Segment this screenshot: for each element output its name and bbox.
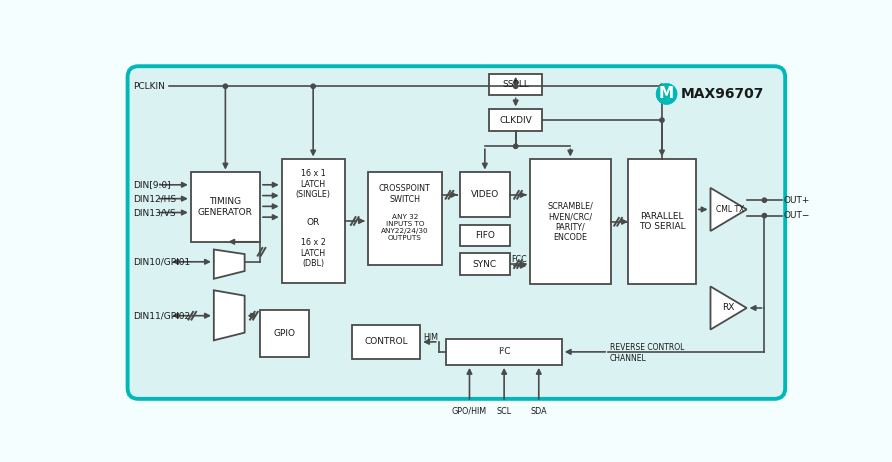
Text: OR: OR xyxy=(307,218,320,227)
Text: SDA: SDA xyxy=(531,407,547,415)
Text: OUT−: OUT− xyxy=(784,211,810,220)
Text: CROSSPOINT
SWITCH: CROSSPOINT SWITCH xyxy=(379,184,431,204)
FancyBboxPatch shape xyxy=(128,66,785,399)
Text: 16 x 2
LATCH
(DBL): 16 x 2 LATCH (DBL) xyxy=(301,238,326,268)
Text: MAX96707: MAX96707 xyxy=(681,87,764,101)
Text: PARALLEL
TO SERIAL: PARALLEL TO SERIAL xyxy=(639,212,685,231)
FancyBboxPatch shape xyxy=(460,172,509,217)
Polygon shape xyxy=(214,249,244,279)
Circle shape xyxy=(657,84,677,104)
Circle shape xyxy=(660,118,665,122)
Text: DIN13/VS: DIN13/VS xyxy=(133,208,176,217)
Circle shape xyxy=(763,213,766,218)
Text: FIFO: FIFO xyxy=(475,231,495,240)
Text: I²C: I²C xyxy=(498,347,510,356)
Text: M: M xyxy=(659,86,674,102)
FancyBboxPatch shape xyxy=(460,225,509,246)
FancyBboxPatch shape xyxy=(490,74,541,96)
Text: CML TX: CML TX xyxy=(716,205,745,214)
Text: SSPLL: SSPLL xyxy=(502,80,529,89)
Text: GPIO: GPIO xyxy=(274,329,295,338)
Circle shape xyxy=(311,84,315,88)
Text: DIN11/GPI02: DIN11/GPI02 xyxy=(133,311,190,320)
FancyBboxPatch shape xyxy=(460,253,509,275)
Text: 16 x 1
LATCH
(SINGLE): 16 x 1 LATCH (SINGLE) xyxy=(295,169,331,199)
FancyBboxPatch shape xyxy=(352,325,420,359)
Text: DIN[9:0]: DIN[9:0] xyxy=(133,180,170,189)
Text: HIM: HIM xyxy=(424,333,438,342)
Polygon shape xyxy=(711,188,747,231)
Text: TIMING
GENERATOR: TIMING GENERATOR xyxy=(198,197,252,217)
FancyBboxPatch shape xyxy=(530,159,611,284)
FancyBboxPatch shape xyxy=(628,159,696,284)
FancyBboxPatch shape xyxy=(191,172,260,242)
FancyBboxPatch shape xyxy=(490,109,541,131)
Text: PCLKIN: PCLKIN xyxy=(133,82,165,91)
Text: SCRAMBLE/
HVEN/CRC/
PARITY/
ENCODE: SCRAMBLE/ HVEN/CRC/ PARITY/ ENCODE xyxy=(548,201,593,242)
Circle shape xyxy=(514,144,518,148)
Text: CONTROL: CONTROL xyxy=(365,337,409,346)
FancyBboxPatch shape xyxy=(368,172,442,265)
Text: SCL: SCL xyxy=(497,407,512,415)
Text: DIN10/GPI01: DIN10/GPI01 xyxy=(133,257,190,266)
FancyBboxPatch shape xyxy=(446,339,562,365)
Circle shape xyxy=(763,198,766,202)
Text: RX: RX xyxy=(723,304,735,312)
Text: SYNC: SYNC xyxy=(473,260,497,268)
FancyBboxPatch shape xyxy=(282,159,344,283)
Text: FCC: FCC xyxy=(511,255,527,264)
Text: GPO/HIM: GPO/HIM xyxy=(452,407,487,415)
Text: CHANNEL: CHANNEL xyxy=(609,353,647,363)
Text: CLKDIV: CLKDIV xyxy=(500,116,532,125)
Text: VIDEO: VIDEO xyxy=(471,190,499,199)
Circle shape xyxy=(514,84,518,88)
Text: DIN12/HS: DIN12/HS xyxy=(133,194,176,203)
Text: ANY 32
INPUTS TO
ANY22/24/30
OUTPUTS: ANY 32 INPUTS TO ANY22/24/30 OUTPUTS xyxy=(381,214,428,242)
Text: OUT+: OUT+ xyxy=(784,196,810,205)
FancyBboxPatch shape xyxy=(260,310,310,357)
Circle shape xyxy=(223,84,227,88)
Polygon shape xyxy=(711,286,747,329)
Text: REVERSE CONTROL: REVERSE CONTROL xyxy=(609,343,684,352)
Polygon shape xyxy=(214,290,244,340)
Circle shape xyxy=(660,84,665,88)
